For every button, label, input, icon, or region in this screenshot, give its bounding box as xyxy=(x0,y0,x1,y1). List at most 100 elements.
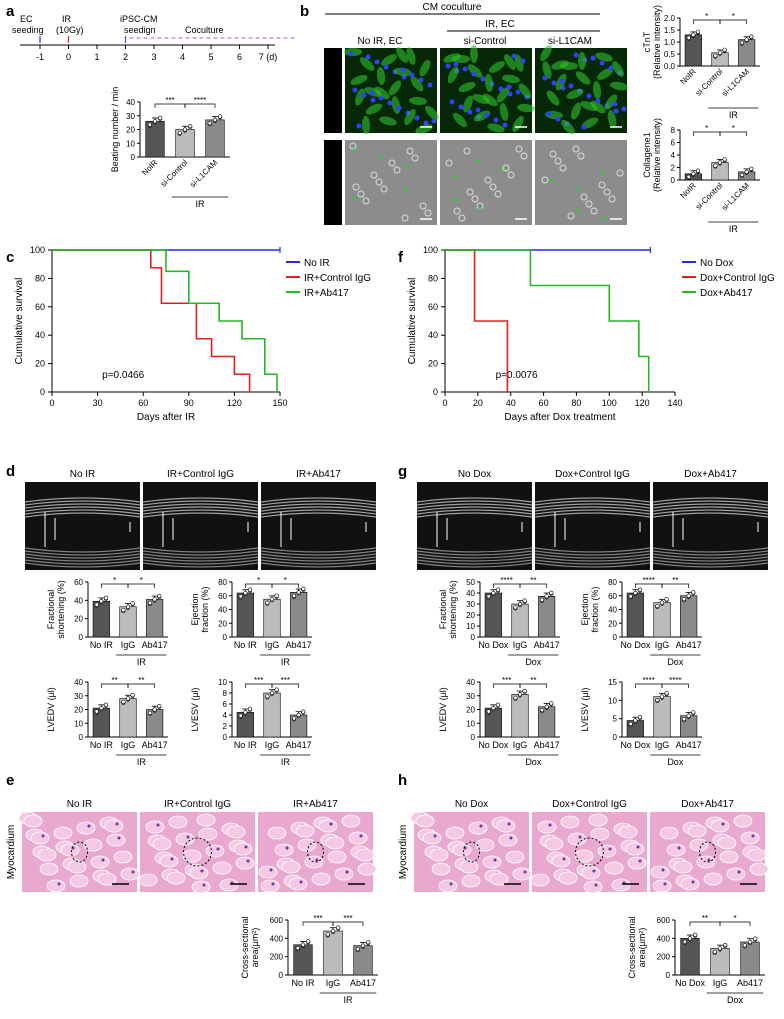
sig-bracket xyxy=(719,131,748,136)
y-axis-label: Cross-sectional xyxy=(627,916,637,978)
nucleus xyxy=(170,857,174,861)
bar-chart-beating: 0 10 20 30 40 Beating number / min NoIR si-Cont… xyxy=(110,87,230,209)
cell-fibre xyxy=(365,103,383,115)
echo-image xyxy=(261,482,376,570)
wall-band xyxy=(652,503,769,509)
nucleus xyxy=(612,101,618,107)
sig-label: **** xyxy=(500,576,512,585)
y-tick-label: 10 xyxy=(74,719,83,728)
data-point xyxy=(749,34,754,39)
wall-band xyxy=(416,556,533,562)
myocyte xyxy=(689,838,709,852)
nucleus xyxy=(721,822,725,826)
data-point xyxy=(513,605,518,610)
cell-outline xyxy=(419,202,427,210)
nucleus xyxy=(315,858,319,862)
myocyte xyxy=(583,880,603,894)
y-axis-label: Cross-sectional xyxy=(240,916,250,978)
y-axis-label: Cumulative survival xyxy=(407,278,418,365)
myocyte xyxy=(505,850,525,864)
data-point xyxy=(247,587,253,592)
x-tick-label: 60 xyxy=(539,398,549,408)
cell-fibre xyxy=(551,60,569,70)
wall-band xyxy=(652,506,769,512)
data-point xyxy=(152,597,157,602)
nucleus xyxy=(509,836,513,840)
myocyte xyxy=(295,824,315,838)
y-tick-label: 10 xyxy=(466,622,475,631)
cell-fibre xyxy=(419,59,431,77)
x-tick-label: IgG xyxy=(121,740,136,750)
myocyte xyxy=(341,814,361,828)
data-point xyxy=(691,590,696,595)
cell-outline xyxy=(362,197,370,205)
collagen-spot xyxy=(405,164,409,168)
cell-outline xyxy=(549,150,557,158)
data-point xyxy=(130,692,135,698)
wall-band xyxy=(142,500,259,506)
y-tick-label: 60 xyxy=(74,578,83,587)
nucleus xyxy=(216,847,220,851)
wall-band xyxy=(260,550,377,556)
sig-bracket xyxy=(127,683,156,688)
nucleus xyxy=(378,95,384,101)
wall-band xyxy=(142,556,259,562)
y-axis-label-2: fraction (%) xyxy=(590,586,600,632)
myocyte xyxy=(482,855,502,869)
wall-band xyxy=(142,512,259,518)
y-tick-label: 0 xyxy=(79,733,84,742)
histo-label: IR+Ab417 xyxy=(293,799,338,810)
wall-band xyxy=(142,503,259,509)
cell-fibre xyxy=(592,81,602,99)
y-tick-label: 0.0 xyxy=(664,62,676,71)
myocyte xyxy=(429,848,449,862)
nucleus xyxy=(677,846,681,850)
nucleus xyxy=(414,115,420,121)
data-point xyxy=(296,712,301,718)
y-tick-label: 400 xyxy=(657,934,671,943)
nucleus xyxy=(502,122,508,128)
wall-band xyxy=(24,559,141,565)
x-tick-label: 150 xyxy=(272,398,287,408)
data-point xyxy=(188,123,193,129)
myocyte xyxy=(69,874,89,888)
data-point xyxy=(744,169,749,174)
nucleus xyxy=(542,75,548,81)
wall-band xyxy=(416,506,533,512)
wall-band xyxy=(534,512,651,518)
sig-label: * xyxy=(284,576,287,585)
data-point xyxy=(637,587,643,592)
y-tick-label: 20 xyxy=(35,359,45,369)
nucleus xyxy=(507,91,513,97)
cell-fibre xyxy=(518,83,532,99)
data-point xyxy=(121,608,126,613)
y-tick-label: 0 xyxy=(131,153,136,162)
group-label: IR xyxy=(137,757,147,767)
myocyte xyxy=(325,836,345,850)
sig-label: ** xyxy=(138,676,144,685)
y-tick-label: 30 xyxy=(466,692,475,701)
data-point xyxy=(633,718,638,723)
row-label-myocardium: Myocardium xyxy=(6,825,17,879)
cell-outline xyxy=(554,157,562,165)
cell-fibre xyxy=(566,88,584,100)
wall-band xyxy=(260,547,377,553)
myocyte xyxy=(166,871,186,885)
x-tick-label: IgG xyxy=(265,640,280,650)
nucleus xyxy=(431,118,437,124)
data-point xyxy=(722,157,727,162)
y-tick-label: 60 xyxy=(428,302,438,312)
x-tick-label: 0 xyxy=(442,398,447,408)
sig-label: ** xyxy=(702,914,708,923)
y-tick-label: 20 xyxy=(126,126,135,135)
nucleus xyxy=(449,882,453,886)
data-point xyxy=(99,599,104,604)
cell-outline xyxy=(502,164,510,172)
data-point xyxy=(628,721,633,727)
y-tick-label: 0 xyxy=(223,633,228,642)
histo-label: IR+Control IgG xyxy=(164,799,231,810)
myocyte xyxy=(666,843,686,857)
legend-entry: No Dox xyxy=(700,258,733,269)
myocyte xyxy=(558,871,578,885)
myocyte xyxy=(625,842,645,856)
